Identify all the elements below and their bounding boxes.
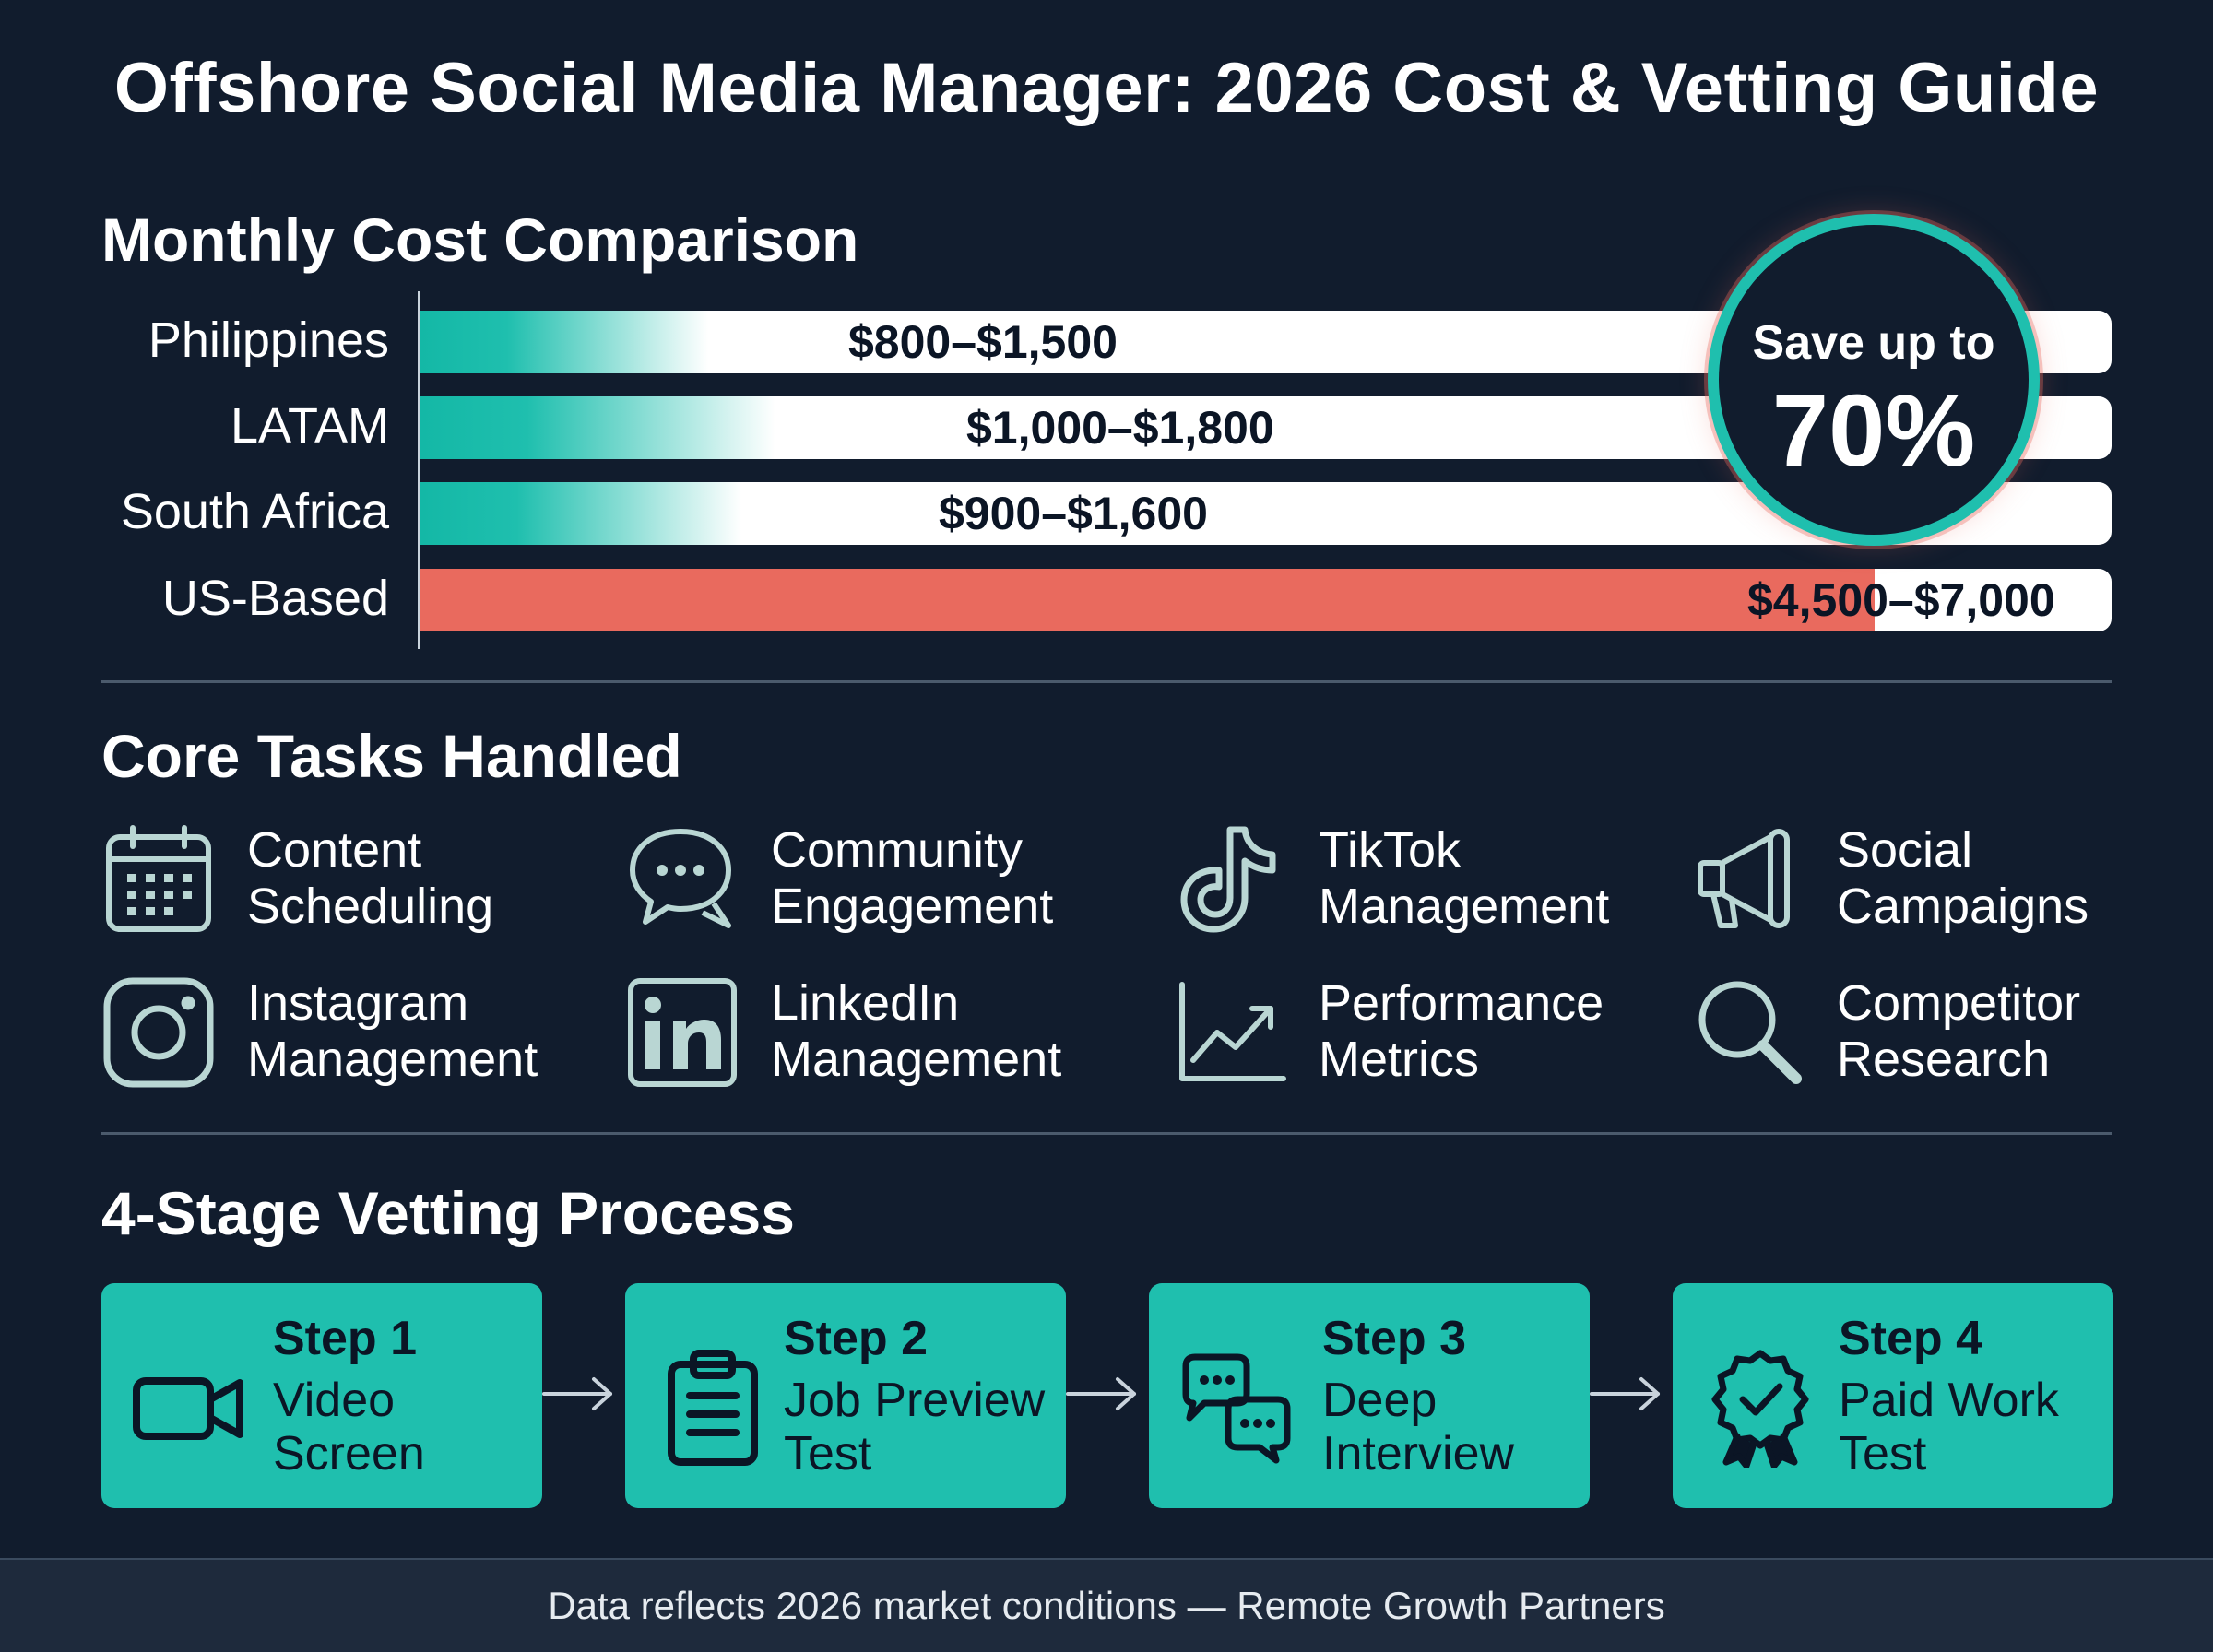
- bar-fill-south-africa: [420, 482, 742, 545]
- task-line2: Management: [1319, 879, 1610, 934]
- task-tiktok-management: TikTok Management: [1175, 822, 1654, 942]
- step-line2: Screen: [273, 1427, 425, 1481]
- step-number: Step 3: [1322, 1312, 1467, 1365]
- bar-label-philippines: Philippines: [148, 313, 389, 368]
- bar-label-south-africa: South Africa: [120, 484, 389, 539]
- task-social-campaigns: Social Campaigns: [1693, 822, 2117, 942]
- arrow-right-icon: [542, 1374, 616, 1414]
- bar-value-philippines: $800–$1,500: [848, 316, 1118, 368]
- savings-badge: Save up to 70%: [1708, 214, 2040, 546]
- task-line1: Content: [247, 822, 422, 878]
- task-line2: Scheduling: [247, 879, 494, 934]
- task-text: LinkedIn Management: [771, 975, 1061, 1088]
- megaphone-icon: [1693, 822, 1807, 937]
- tasks-section-heading: Core Tasks Handled: [101, 722, 682, 790]
- magnifier-icon: [1693, 975, 1807, 1090]
- step-card-4: Step 4 Paid Work Test: [1673, 1283, 2113, 1508]
- task-performance-metrics: Performance Metrics: [1175, 975, 1654, 1095]
- task-line1: Instagram: [247, 975, 469, 1031]
- task-line1: Social: [1837, 822, 1973, 878]
- bar-fill-philippines: [420, 311, 708, 373]
- interview-chat-icon: [1177, 1348, 1296, 1468]
- vetting-section-heading: 4-Stage Vetting Process: [101, 1179, 795, 1247]
- task-text: Instagram Management: [247, 975, 538, 1088]
- cost-section-heading: Monthly Cost Comparison: [101, 206, 859, 274]
- task-line2: Campaigns: [1837, 879, 2089, 934]
- step-line1: Paid Work: [1839, 1374, 2059, 1427]
- task-text: Community Engagement: [771, 822, 1053, 935]
- step-name: Job Preview Test: [784, 1374, 1045, 1481]
- task-line1: LinkedIn: [771, 975, 960, 1031]
- arrow-right-icon: [1066, 1374, 1140, 1414]
- bar-value-latam: $1,000–$1,800: [966, 402, 1274, 454]
- footer-note: Data reflects 2026 market conditions — R…: [0, 1558, 2213, 1652]
- task-instagram-management: Instagram Management: [101, 975, 599, 1095]
- step-card-1: Step 1 Video Screen: [101, 1283, 542, 1508]
- step-card-2: Step 2 Job Preview Test: [625, 1283, 1066, 1508]
- bar-fill-us-based: [420, 569, 1876, 631]
- task-competitor-research: Competitor Research: [1693, 975, 2117, 1095]
- task-text: Social Campaigns: [1837, 822, 2089, 935]
- bar-fill-latam: [420, 396, 776, 459]
- linkedin-icon: [625, 975, 740, 1090]
- chart-axis-line: [418, 291, 420, 649]
- divider-2: [101, 1132, 2112, 1135]
- instagram-icon: [101, 975, 216, 1090]
- arrow-right-icon: [1590, 1374, 1663, 1414]
- step-line2: Test: [1839, 1427, 1927, 1481]
- bar-value-us-based: $4,500–$7,000: [1747, 574, 2055, 626]
- savings-badge-percent: 70%: [1771, 374, 1976, 488]
- task-line2: Research: [1837, 1032, 2051, 1087]
- task-line1: TikTok: [1319, 822, 1462, 878]
- page-title: Offshore Social Media Manager: 2026 Cost…: [113, 49, 2100, 127]
- divider-1: [101, 680, 2112, 683]
- task-line1: Community: [771, 822, 1024, 878]
- step-card-3: Step 3 Deep Interview: [1149, 1283, 1590, 1508]
- task-line2: Metrics: [1319, 1032, 1479, 1087]
- line-chart-icon: [1175, 975, 1289, 1090]
- task-community-engagement: Community Engagement: [625, 822, 1142, 942]
- award-badge-icon: [1700, 1348, 1820, 1469]
- step-number: Step 1: [273, 1312, 418, 1365]
- bar-track-us-based: [420, 569, 2112, 631]
- video-camera-icon: [129, 1348, 249, 1468]
- task-linkedin-management: LinkedIn Management: [625, 975, 1142, 1095]
- task-line1: Competitor: [1837, 975, 2081, 1031]
- step-number: Step 4: [1839, 1312, 1983, 1365]
- task-line1: Performance: [1319, 975, 1604, 1031]
- savings-badge-caption: Save up to: [1752, 316, 1995, 370]
- calendar-icon: [101, 822, 216, 937]
- task-line2: Management: [771, 1032, 1062, 1087]
- task-text: Content Scheduling: [247, 822, 493, 935]
- step-line1: Video: [273, 1374, 396, 1427]
- chat-bubbles-icon: [625, 822, 740, 937]
- step-line2: Interview: [1322, 1427, 1515, 1481]
- step-name: Paid Work Test: [1839, 1374, 2059, 1481]
- bar-label-us-based: US-Based: [161, 571, 389, 626]
- step-line2: Test: [784, 1427, 872, 1481]
- task-text: Performance Metrics: [1319, 975, 1604, 1088]
- task-text: Competitor Research: [1837, 975, 2080, 1088]
- task-content-scheduling: Content Scheduling: [101, 822, 599, 942]
- tiktok-icon: [1175, 822, 1289, 937]
- task-line2: Management: [247, 1032, 538, 1087]
- step-name: Video Screen: [273, 1374, 425, 1481]
- clipboard-icon: [653, 1348, 773, 1468]
- bar-label-latam: LATAM: [230, 398, 389, 454]
- step-number: Step 2: [784, 1312, 929, 1365]
- task-line2: Engagement: [771, 879, 1054, 934]
- step-line1: Job Preview: [784, 1374, 1046, 1427]
- step-name: Deep Interview: [1322, 1374, 1514, 1481]
- bar-value-south-africa: $900–$1,600: [939, 488, 1208, 539]
- task-text: TikTok Management: [1319, 822, 1609, 935]
- step-line1: Deep: [1322, 1374, 1438, 1427]
